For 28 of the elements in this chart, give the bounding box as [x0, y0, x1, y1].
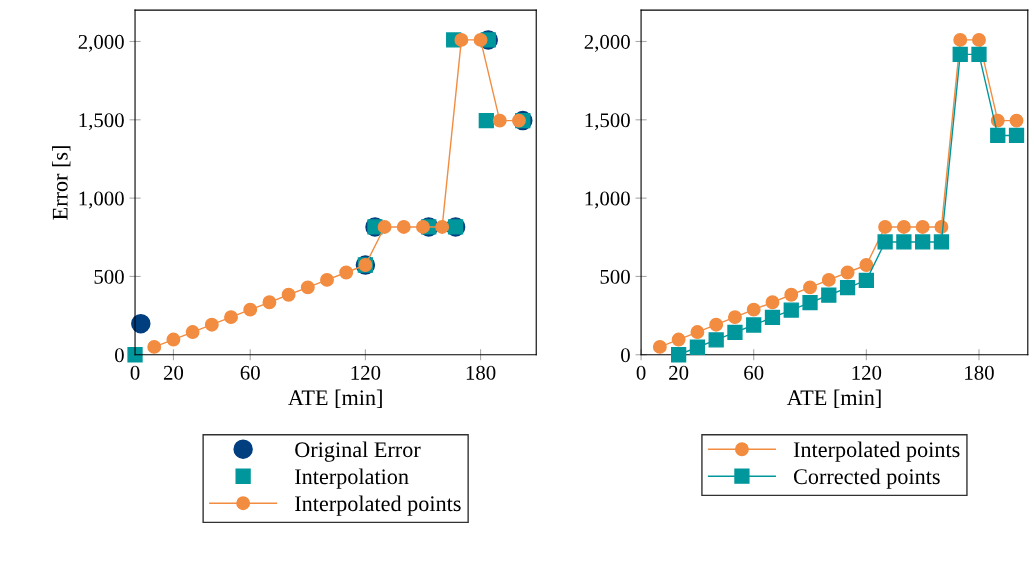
- x-tick-label: 0: [636, 365, 646, 380]
- y-tick-label: 500: [94, 269, 124, 284]
- y-axis-title: Error [s]: [52, 146, 71, 220]
- x-tick-label: 120: [351, 365, 381, 380]
- x-tick-label: 120: [852, 365, 882, 380]
- legend-label: Interpolation: [295, 468, 409, 489]
- y-tick-label: 500: [600, 269, 630, 284]
- y-tick-label: 1,500: [79, 113, 124, 131]
- x-tick-label: 0: [130, 365, 140, 380]
- y-tick-label: 1,000: [79, 191, 124, 209]
- x-axis-title: ATE [min]: [786, 389, 881, 409]
- x-axis-title: ATE [min]: [288, 389, 382, 409]
- legend-label: Corrected points: [793, 468, 940, 489]
- y-tick-label: 2,000: [78, 34, 124, 52]
- y-tick-label: 1,000: [585, 191, 630, 209]
- x-tick-label: 60: [744, 365, 764, 380]
- legend-label: Original Error: [295, 441, 421, 462]
- y-tick-label: 0: [115, 348, 124, 363]
- x-tick-label: 20: [163, 365, 184, 380]
- x-tick-label: 180: [965, 365, 994, 380]
- x-tick-label: 60: [240, 365, 260, 380]
- x-tick-label: 180: [466, 365, 496, 380]
- legend-label: Interpolated points: [295, 495, 461, 516]
- y-tick-label: 1,500: [585, 113, 630, 131]
- legend-label: Interpolated points: [793, 441, 960, 462]
- y-tick-label: 2,000: [584, 34, 630, 52]
- y-tick-label: 0: [621, 348, 630, 363]
- x-tick-label: 20: [669, 365, 689, 380]
